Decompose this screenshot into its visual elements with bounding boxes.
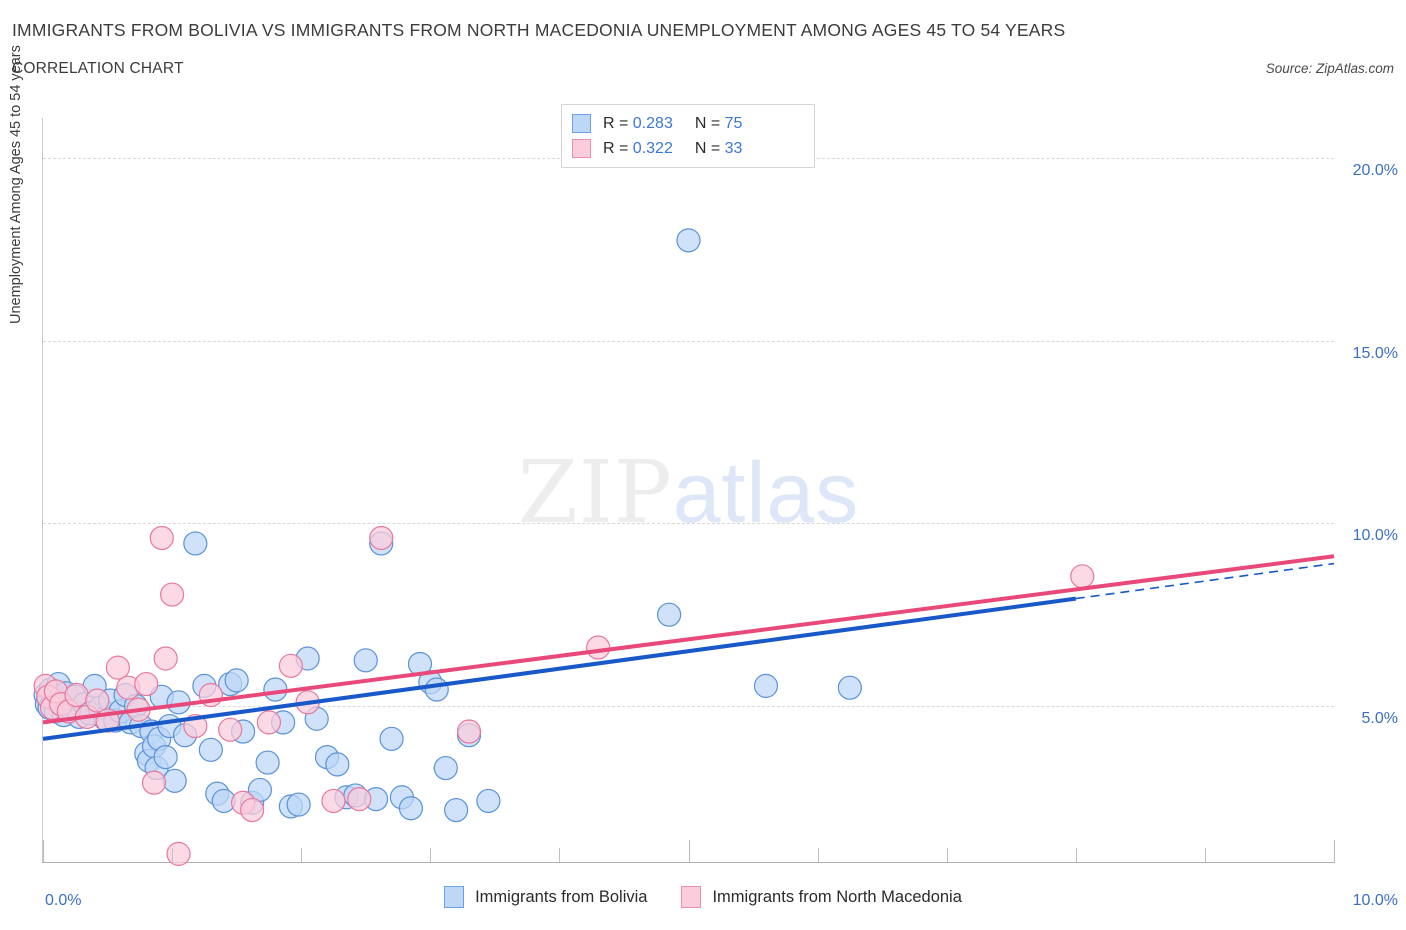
- r-value-north-macedonia: 0.322: [632, 139, 673, 157]
- source-attribution: Source: ZipAtlas.com: [1265, 61, 1394, 76]
- x-axis-tick-2: [301, 848, 303, 862]
- x-axis-line: [42, 862, 1335, 863]
- data-point[interactable]: [586, 635, 611, 660]
- x-axis-tick-8: [1075, 848, 1077, 862]
- x-axis-max-label: 10.0%: [1352, 892, 1398, 909]
- data-point[interactable]: [286, 792, 311, 817]
- legend-swatch-north-macedonia-icon: [572, 139, 591, 158]
- data-point[interactable]: [353, 648, 378, 673]
- y-axis-line: [42, 118, 43, 863]
- legend-color-north-macedonia-icon: [681, 886, 702, 908]
- data-point[interactable]: [456, 719, 482, 744]
- data-point[interactable]: [347, 786, 372, 812]
- legend-color-bolivia-icon: [444, 886, 465, 908]
- data-point[interactable]: [369, 525, 394, 551]
- data-point[interactable]: [183, 531, 208, 556]
- legend-swatch-bolivia-icon: [572, 114, 591, 133]
- trendline-solid-immigrants-from-bolivia: [42, 596, 1077, 741]
- gridline-15.0%: [43, 340, 1334, 342]
- n-value-bolivia: 75: [724, 114, 743, 132]
- data-point[interactable]: [64, 682, 89, 708]
- stats-r-bolivia: R = 0.283: [603, 115, 673, 133]
- data-point[interactable]: [278, 653, 303, 678]
- legend-label-bolivia: Immigrants from Bolivia: [475, 887, 648, 906]
- data-point[interactable]: [149, 525, 174, 551]
- y-tick-label-5.0%: 5.0%: [1361, 709, 1398, 727]
- data-point[interactable]: [325, 752, 350, 777]
- x-axis-tick-9: [1204, 848, 1206, 862]
- data-point[interactable]: [85, 688, 110, 713]
- n-label-bolivia: N =: [694, 114, 725, 132]
- x-axis-tick-4: [559, 848, 561, 862]
- x-axis-tick-6: [817, 848, 819, 862]
- scatter-plot-svg: [33, 228, 1335, 866]
- trendline-dashed-immigrants-from-bolivia: [1075, 562, 1335, 600]
- data-point[interactable]: [753, 673, 779, 698]
- data-point[interactable]: [676, 228, 701, 253]
- data-point[interactable]: [141, 770, 167, 795]
- x-axis-tick-10: [1334, 840, 1335, 862]
- x-axis-tick-5: [688, 840, 690, 862]
- data-point[interactable]: [153, 646, 178, 671]
- x-axis-tick-0: [43, 840, 44, 862]
- page-title: IMMIGRANTS FROM BOLIVIA VS IMMIGRANTS FR…: [12, 20, 1066, 40]
- data-point[interactable]: [255, 750, 280, 775]
- y-axis-label: Unemployment Among Ages 45 to 54 years: [8, 45, 24, 324]
- chart-subtitle: CORRELATION CHART: [12, 60, 184, 77]
- y-tick-label-15.0%: 15.0%: [1352, 344, 1398, 362]
- data-point[interactable]: [256, 710, 282, 735]
- data-point[interactable]: [240, 797, 265, 823]
- y-tick-label-10.0%: 10.0%: [1352, 527, 1398, 545]
- legend-label-north-macedonia: Immigrants from North Macedonia: [712, 887, 962, 906]
- x-axis-tick-7: [946, 848, 948, 862]
- data-point[interactable]: [1070, 564, 1095, 589]
- data-point[interactable]: [105, 655, 130, 680]
- series-points-immigrants-from-north-macedonia: [33, 525, 1095, 866]
- data-point[interactable]: [160, 582, 185, 607]
- data-point[interactable]: [218, 717, 243, 742]
- data-point[interactable]: [224, 668, 249, 693]
- r-label-north-macedonia: R =: [603, 139, 633, 157]
- x-axis-tick-3: [430, 848, 432, 862]
- stats-n-north-macedonia: N = 33: [695, 140, 743, 158]
- r-label-bolivia: R =: [603, 114, 633, 132]
- data-point[interactable]: [433, 755, 458, 781]
- stats-legend-row-bolivia: R = 0.283 N = 75: [572, 111, 804, 136]
- series-legend: Immigrants from Bolivia Immigrants from …: [0, 886, 1406, 908]
- data-point[interactable]: [153, 744, 178, 770]
- data-point[interactable]: [398, 796, 424, 821]
- data-point[interactable]: [321, 788, 346, 814]
- trendline-immigrants-from-north-macedonia: [42, 554, 1335, 725]
- data-point[interactable]: [166, 841, 191, 866]
- data-point[interactable]: [476, 788, 501, 814]
- data-point[interactable]: [162, 768, 187, 793]
- n-label-north-macedonia: N =: [694, 139, 725, 157]
- data-point[interactable]: [837, 675, 862, 700]
- legend-item-bolivia[interactable]: Immigrants from Bolivia: [444, 886, 647, 908]
- stats-r-north-macedonia: R = 0.322: [603, 140, 673, 158]
- data-point[interactable]: [134, 671, 159, 697]
- correlation-stats-legend: R = 0.283 N = 75 R = 0.322 N = 33: [561, 104, 815, 168]
- plot-area: ZIPatlas: [33, 118, 1335, 866]
- series-points-immigrants-from-bolivia: [33, 228, 862, 823]
- x-axis-min-label: 0.0%: [45, 892, 82, 909]
- legend-item-north-macedonia[interactable]: Immigrants from North Macedonia: [681, 886, 962, 908]
- data-point[interactable]: [198, 737, 223, 762]
- stats-n-bolivia: N = 75: [695, 115, 743, 133]
- data-point[interactable]: [379, 726, 404, 751]
- data-point[interactable]: [444, 797, 469, 823]
- data-point[interactable]: [657, 602, 682, 627]
- gridline-5.0%: [43, 705, 1334, 707]
- n-value-north-macedonia: 33: [724, 139, 743, 157]
- gridline-10.0%: [43, 523, 1334, 525]
- data-point[interactable]: [424, 677, 449, 702]
- r-value-bolivia: 0.283: [632, 114, 673, 132]
- x-axis-tick-1: [172, 848, 174, 862]
- y-tick-label-20.0%: 20.0%: [1352, 162, 1398, 180]
- stats-legend-row-north-macedonia: R = 0.322 N = 33: [572, 136, 804, 161]
